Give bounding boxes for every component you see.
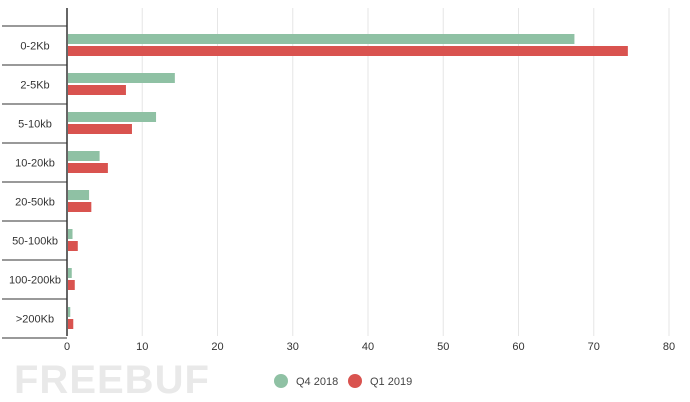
watermark-text: FREEBUF (14, 358, 210, 402)
bar-q1-2019-6 (68, 280, 75, 290)
x-tick-label-10: 10 (136, 341, 148, 353)
x-tick-label-30: 30 (287, 341, 299, 353)
legend: Q4 2018 Q1 2019 (274, 374, 412, 388)
category-label-3: 10-20kb (15, 158, 55, 170)
bar-q1-2019-3 (68, 163, 108, 173)
bar-q1-2019-5 (68, 241, 78, 251)
bar-q1-2019-4 (68, 202, 92, 212)
bar-q4-2018-0 (68, 34, 575, 44)
category-label-6: 100-200kb (9, 275, 61, 287)
legend-label-1: Q1 2019 (370, 376, 412, 388)
category-label-4: 20-50kb (15, 197, 55, 209)
bar-q4-2018-5 (68, 229, 73, 239)
category-label-7: >200Kb (16, 314, 54, 326)
legend-label-0: Q4 2018 (296, 376, 338, 388)
x-tick-label-0: 0 (64, 341, 70, 353)
bar-q4-2018-4 (68, 190, 90, 200)
bar-q1-2019-0 (68, 46, 628, 56)
category-separators (2, 25, 67, 339)
category-label-0: 0-2Kb (20, 41, 49, 53)
legend-marker-0 (274, 374, 288, 388)
bar-q1-2019-7 (68, 319, 74, 329)
x-tick-label-80: 80 (663, 341, 675, 353)
x-tick-label-60: 60 (512, 341, 524, 353)
x-tick-label-20: 20 (211, 341, 223, 353)
bar-q4-2018-2 (68, 112, 157, 122)
bar-q4-2018-7 (68, 307, 71, 317)
bar-q1-2019-1 (68, 85, 126, 95)
x-tick-label-40: 40 (362, 341, 374, 353)
bars (68, 34, 628, 329)
gridlines (141, 8, 670, 336)
category-labels: 0-2Kb 2-5Kb 5-10kb 10-20kb 20-50kb 50-100kb 10… (9, 41, 61, 326)
x-axis-tick-labels: 0 10 20 30 40 50 60 70 80 (64, 341, 675, 353)
category-label-1: 2-5Kb (20, 80, 49, 92)
bar-q4-2018-3 (68, 151, 100, 161)
legend-marker-1 (348, 374, 362, 388)
category-label-2: 5-10kb (18, 119, 52, 131)
bar-q4-2018-6 (68, 268, 72, 278)
x-tick-label-70: 70 (588, 341, 600, 353)
x-tick-label-50: 50 (437, 341, 449, 353)
bar-q1-2019-2 (68, 124, 132, 134)
category-label-5: 50-100kb (12, 236, 58, 248)
bar-q4-2018-1 (68, 73, 175, 83)
